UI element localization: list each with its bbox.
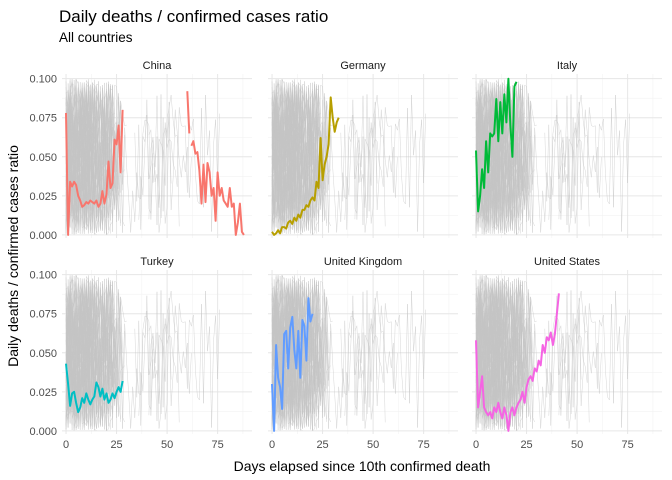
y-tick-label: 0.075 [29,309,57,321]
facet-panels: China 0.000 0.025 0.050 0.075 0.100 Germany Ita… [29,60,662,451]
background-country-line [148,290,172,416]
facet-panel: China 0.000 0.025 0.050 0.075 0.100 [29,60,252,242]
x-tick-label: 0 [473,439,479,451]
x-tick-label: 50 [367,439,379,451]
background-country-line [564,94,602,226]
background-country-line [154,290,192,422]
background-country-line [528,101,564,233]
series-line [475,293,560,432]
facet-panel: Italy [472,60,662,238]
x-tick-label: 75 [418,439,430,451]
y-tick-label: 0.050 [29,152,57,164]
background-country-line [65,277,107,427]
background-country-line [271,280,323,424]
background-country-line [558,94,630,233]
background-country-line [564,290,602,422]
x-tick-label: 75 [622,439,634,451]
background-country-line [118,101,154,233]
background-country-line [475,93,505,231]
background-country-line [65,275,123,418]
background-country-line [354,94,426,233]
background-country-line [148,94,220,233]
series-line [190,140,245,236]
background-country-line [475,280,527,424]
x-tick-label: 0 [63,439,69,451]
facet-panel: Turkey 0.000 0.025 0.050 0.075 0.100 0 25 50 75 [29,256,252,451]
series-line [186,91,191,134]
facet-strip-label: Turkey [140,256,174,268]
x-tick-label: 25 [316,439,328,451]
background-country-line [271,84,323,228]
background-country-line [558,290,582,416]
y-tick-label: 0.100 [29,74,57,86]
series-line [475,77,518,213]
facet-panel: United States 0 25 50 75 [472,256,662,451]
chart-title: Daily deaths / confirmed cases ratio [59,7,328,26]
facet-strip-label: United States [534,256,601,268]
background-country-line [324,297,360,429]
y-tick-label: 0.025 [29,387,57,399]
background-country-line [65,93,95,231]
background-country-line [271,289,301,427]
background-country-line [65,289,95,427]
background-country-line [475,79,533,222]
background-country-line [271,275,329,418]
background-country-line [324,101,360,233]
facet-strip-label: United Kingdom [324,256,402,268]
facet-strip-label: Germany [340,60,386,72]
background-country-line [354,290,426,429]
y-tick-label: 0.000 [29,426,57,438]
background-country-line [360,290,398,422]
facet-strip-label: China [143,60,173,72]
background-country-line [558,290,630,429]
background-country-line [118,297,154,429]
background-country-line [360,94,398,226]
background-country-line [148,94,172,220]
series-line [271,297,314,432]
x-tick-label: 25 [520,439,532,451]
background-country-line [475,289,505,427]
y-tick-label: 0.075 [29,113,57,125]
background-country-line [354,94,378,220]
y-axis-title: Daily deaths / confirmed cases ratio [5,145,21,367]
background-country-line [271,93,301,231]
x-tick-label: 50 [571,439,583,451]
y-tick-label: 0.100 [29,270,57,282]
y-tick-label: 0.025 [29,191,57,203]
background-country-line [154,94,192,226]
facet-strip-label: Italy [557,60,578,72]
facet-panel: Germany [268,60,458,238]
series-line [271,96,340,236]
x-tick-label: 50 [161,439,173,451]
series-line [65,109,124,236]
chart-subtitle: All countries [59,30,133,45]
x-axis-title: Days elapsed since 10th confirmed death [234,458,491,474]
background-country-line [558,94,582,220]
background-country-line [148,290,220,429]
x-tick-label: 25 [110,439,122,451]
y-tick-label: 0.050 [29,348,57,360]
x-tick-label: 0 [269,439,275,451]
y-tick-label: 0.000 [29,230,57,242]
series-line [65,363,124,414]
background-country-line [65,280,117,424]
background-country-line [271,81,313,231]
x-tick-label: 75 [212,439,224,451]
background-country-line [475,81,517,231]
background-country-line [354,290,378,416]
facet-panel: United Kingdom 0 25 50 75 [268,256,458,451]
